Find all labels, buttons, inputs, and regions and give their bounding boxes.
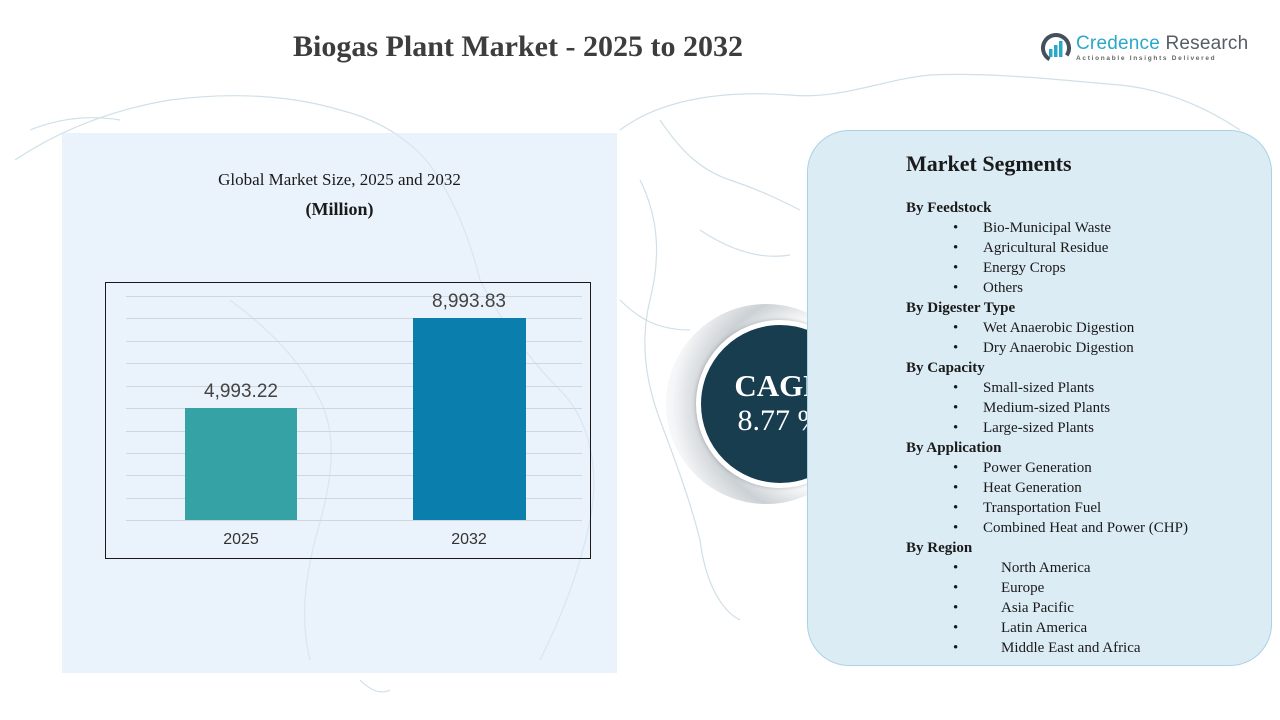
bar-2025 [185,408,297,520]
segment-heading-region: By Region [906,540,973,556]
gridline [126,363,582,364]
gridline [126,386,582,387]
segment-item: • Bio-Municipal Waste [953,220,1112,236]
segment-item: • Medium-sized Plants [953,400,1111,416]
bar-2032 [413,318,526,520]
gridline [126,318,582,319]
bar-chart: 4,993.22 8,993.83 2025 2032 [105,282,591,559]
segment-item: • Latin America [953,620,1088,636]
market-segments-panel [807,130,1272,666]
segment-item: • Middle East and Africa [953,640,1141,656]
segment-item: • Power Generation [953,460,1092,476]
segment-item: • Combined Heat and Power (CHP) [953,520,1188,536]
segments-list: By Feedstock • Bio-Municipal Waste • Agric… [906,198,1266,658]
gridline [126,431,582,432]
segments-title: Market Segments [906,151,1072,176]
x-axis-label-2025: 2025 [223,531,259,548]
gridline [126,408,582,409]
bar-value-2032: 8,993.83 [432,291,506,312]
x-axis-label-2032: 2032 [451,531,487,548]
segment-item: • Asia Pacific [953,600,1074,616]
segment-item: • Large-sized Plants [953,420,1094,436]
segment-item: • Heat Generation [953,480,1082,496]
segment-item: • Others [953,280,1023,296]
segment-item: • North America [953,560,1091,576]
segment-heading-feedstock: By Feedstock [906,200,992,216]
segment-item: • Small-sized Plants [953,380,1095,396]
gridline [126,453,582,454]
logo-tagline: Actionable Insights Delivered [1076,55,1217,62]
credence-research-logo[interactable]: Credence Research Actionable Insights De… [1040,32,1248,64]
segment-heading-digester-type: By Digester Type [906,300,1016,316]
segment-item: • Transportation Fuel [953,500,1102,516]
segment-item: • Agricultural Residue [953,240,1109,256]
segment-item: • Wet Anaerobic Digestion [953,320,1135,336]
gridline [126,475,582,476]
gridline [126,498,582,499]
gridline [126,296,582,297]
bar-chart-circle-icon [1041,33,1071,63]
gridline [126,520,582,521]
chart-unit: (Million) [305,199,374,219]
gridline [126,341,582,342]
segment-heading-application: By Application [906,440,1002,456]
segment-item: • Energy Crops [953,260,1066,276]
page-title: Biogas Plant Market - 2025 to 2032 [293,30,743,63]
chart-title: Global Market Size, 2025 and 2032 [218,170,461,189]
segment-item: • Dry Anaerobic Digestion [953,340,1134,356]
logo-name: Credence Research [1076,33,1249,54]
segment-item: • Europe [953,580,1045,596]
bar-value-2025: 4,993.22 [204,381,278,402]
segment-heading-capacity: By Capacity [906,360,985,376]
